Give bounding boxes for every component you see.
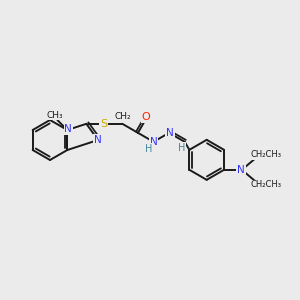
Text: CH₂CH₃: CH₂CH₃ <box>250 180 281 189</box>
Text: S: S <box>100 119 107 129</box>
Text: N: N <box>94 135 102 145</box>
Text: CH₂CH₃: CH₂CH₃ <box>250 150 281 159</box>
Text: N: N <box>166 128 174 138</box>
Text: N: N <box>150 137 158 147</box>
Text: O: O <box>142 112 150 122</box>
Text: N: N <box>237 165 245 175</box>
Text: H: H <box>145 144 152 154</box>
Text: N: N <box>64 124 72 134</box>
Text: CH₂: CH₂ <box>114 112 131 121</box>
Text: CH₃: CH₃ <box>46 111 63 120</box>
Text: H: H <box>178 143 185 153</box>
